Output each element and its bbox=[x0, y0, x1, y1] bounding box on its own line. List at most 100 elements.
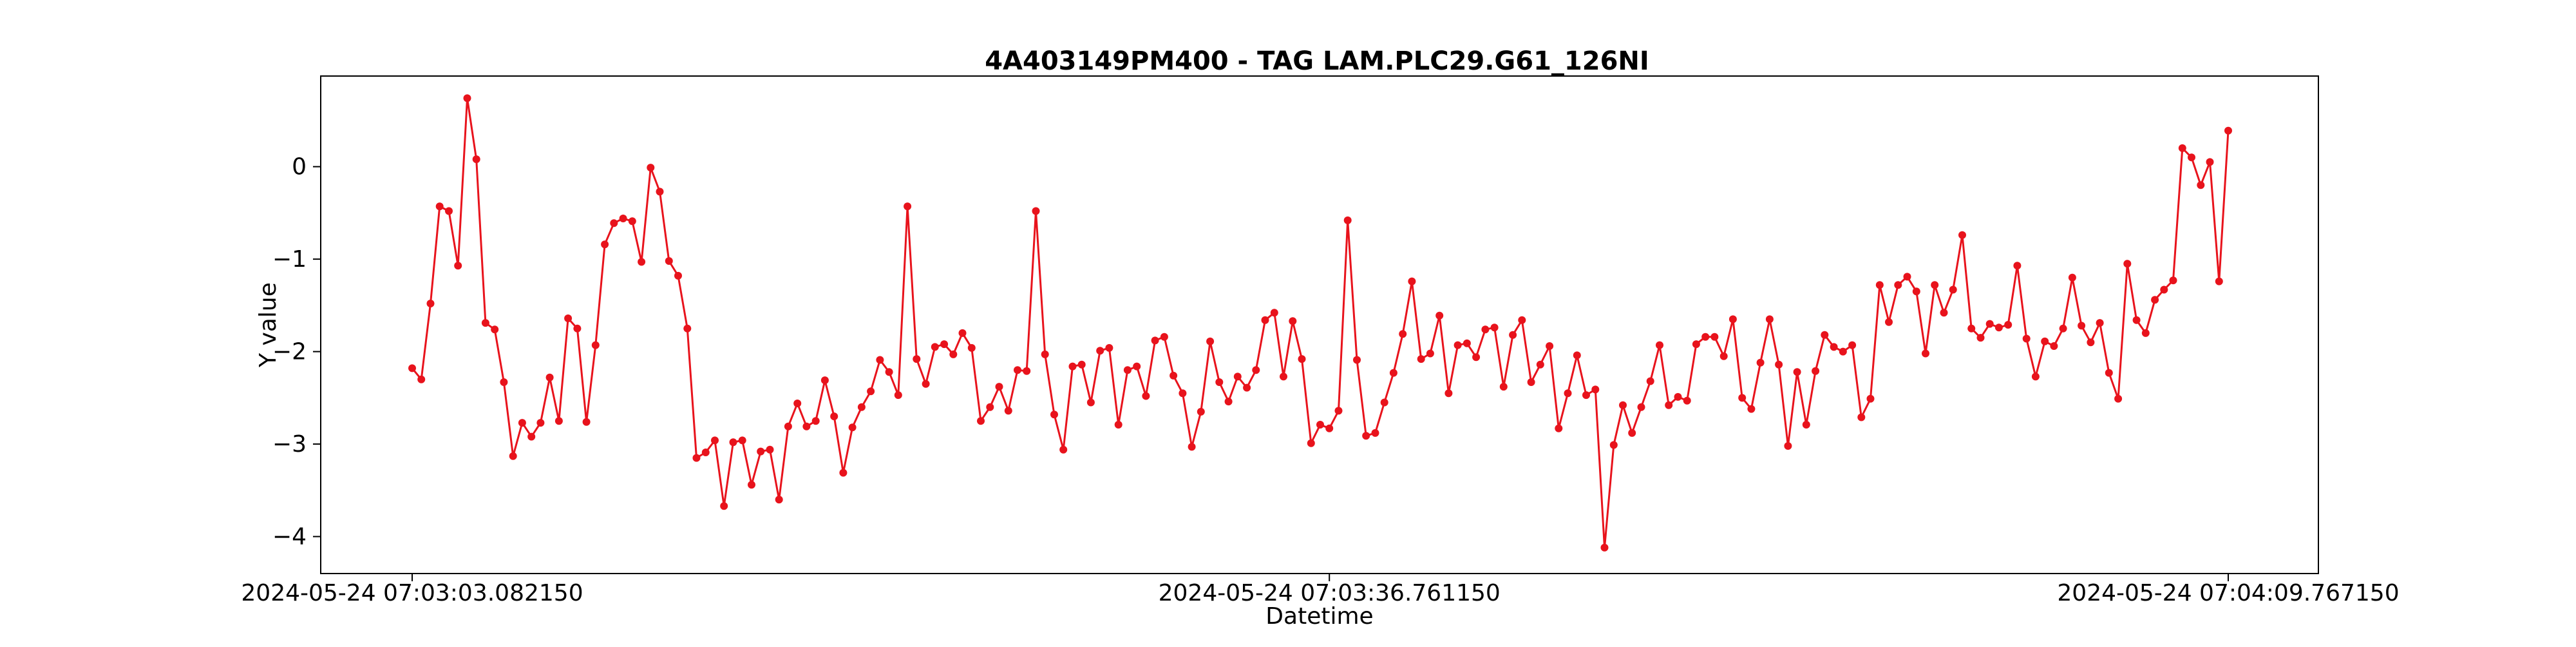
data-point bbox=[1967, 324, 1976, 333]
data-point bbox=[729, 438, 737, 447]
data-point bbox=[1719, 352, 1728, 360]
data-point bbox=[1802, 421, 1810, 429]
series-layer bbox=[408, 94, 2232, 552]
data-point bbox=[1280, 372, 1287, 381]
data-point bbox=[1994, 324, 2003, 332]
data-point bbox=[536, 419, 545, 427]
data-point bbox=[1582, 391, 1590, 400]
data-point bbox=[2059, 324, 2067, 333]
data-point bbox=[1014, 366, 1021, 374]
data-point bbox=[638, 258, 646, 266]
data-point bbox=[1160, 333, 1168, 341]
data-point bbox=[1656, 341, 1663, 349]
data-point bbox=[2105, 369, 2113, 377]
data-point bbox=[445, 207, 453, 215]
data-point bbox=[1609, 441, 1618, 449]
data-point bbox=[683, 324, 692, 333]
data-point bbox=[454, 262, 462, 270]
data-point bbox=[949, 350, 958, 358]
data-point bbox=[1179, 389, 1187, 398]
data-point bbox=[1371, 429, 1379, 437]
data-point bbox=[967, 343, 976, 352]
data-point bbox=[839, 468, 848, 477]
y-tick-label: −1 bbox=[272, 246, 307, 273]
data-point bbox=[986, 403, 994, 411]
data-point bbox=[1023, 367, 1031, 375]
data-point bbox=[1885, 318, 1893, 326]
data-point bbox=[2178, 144, 2186, 152]
data-point bbox=[2031, 372, 2040, 381]
data-point bbox=[591, 341, 600, 349]
data-point bbox=[692, 454, 701, 462]
data-point bbox=[1527, 378, 1535, 386]
data-point bbox=[647, 164, 655, 172]
x-axis-label: Datetime bbox=[1265, 603, 1373, 630]
data-point bbox=[1325, 424, 1334, 432]
data-point bbox=[701, 449, 710, 456]
data-point bbox=[582, 418, 591, 426]
data-point bbox=[610, 219, 618, 227]
data-point bbox=[2160, 285, 2168, 294]
data-point bbox=[1922, 349, 1929, 358]
data-point bbox=[2151, 296, 2159, 304]
data-point bbox=[2041, 337, 2049, 345]
data-point bbox=[1490, 324, 1499, 332]
data-point bbox=[1683, 396, 1691, 405]
data-point bbox=[1958, 231, 1966, 239]
data-point bbox=[1701, 333, 1710, 341]
data-point bbox=[628, 217, 636, 226]
data-point bbox=[775, 496, 783, 504]
data-point bbox=[1289, 317, 1297, 325]
data-point bbox=[1298, 355, 1306, 363]
data-point bbox=[1931, 281, 1939, 289]
data-point bbox=[1848, 341, 1857, 349]
data-point bbox=[738, 436, 746, 445]
data-point bbox=[1821, 331, 1829, 339]
data-point bbox=[1555, 424, 1563, 432]
data-point bbox=[417, 375, 426, 383]
data-point bbox=[885, 368, 893, 376]
data-point bbox=[2004, 321, 2012, 329]
data-point bbox=[1059, 445, 1068, 454]
data-point bbox=[1362, 432, 1370, 440]
data-point bbox=[2114, 394, 2123, 403]
y-tick-label: −2 bbox=[272, 339, 307, 365]
data-point bbox=[2141, 329, 2150, 337]
data-point bbox=[1307, 439, 1315, 447]
data-point bbox=[1692, 340, 1700, 349]
data-point bbox=[564, 314, 573, 322]
data-point bbox=[674, 271, 682, 280]
data-point bbox=[463, 94, 471, 102]
y-axis: 0 −1 −2 −3 −4 bbox=[272, 154, 321, 550]
x-tick-label: 2024-05-24 07:03:03.082150 bbox=[241, 580, 583, 606]
data-point bbox=[820, 376, 829, 385]
plot-area-frame bbox=[320, 75, 2319, 574]
data-point bbox=[1114, 421, 1122, 429]
data-point bbox=[1041, 350, 1049, 358]
data-point bbox=[894, 391, 902, 400]
data-point bbox=[995, 383, 1003, 391]
data-point bbox=[1270, 309, 1278, 317]
data-point bbox=[1976, 334, 1985, 342]
data-point bbox=[748, 481, 755, 489]
y-axis-label: Y value bbox=[255, 282, 281, 368]
x-tick-label: 2024-05-24 07:04:09.767150 bbox=[2057, 580, 2399, 606]
chart-title: 4A403149PM400 - TAG LAM.PLC29.G61_126NI bbox=[985, 46, 1649, 76]
data-point bbox=[1399, 330, 1407, 338]
data-point bbox=[573, 324, 582, 333]
data-point bbox=[408, 364, 416, 372]
data-point bbox=[1830, 343, 1838, 351]
data-point bbox=[1105, 343, 1113, 352]
data-point bbox=[1728, 315, 1737, 324]
data-point bbox=[2022, 334, 2031, 343]
data-point bbox=[1096, 347, 1104, 355]
data-point bbox=[1206, 337, 1215, 345]
data-point bbox=[2224, 126, 2232, 135]
data-point bbox=[711, 436, 719, 445]
data-point bbox=[1426, 349, 1434, 358]
data-point bbox=[1233, 372, 1242, 381]
data-point bbox=[1170, 371, 1178, 380]
data-point bbox=[481, 319, 489, 327]
data-point bbox=[1417, 355, 1425, 363]
